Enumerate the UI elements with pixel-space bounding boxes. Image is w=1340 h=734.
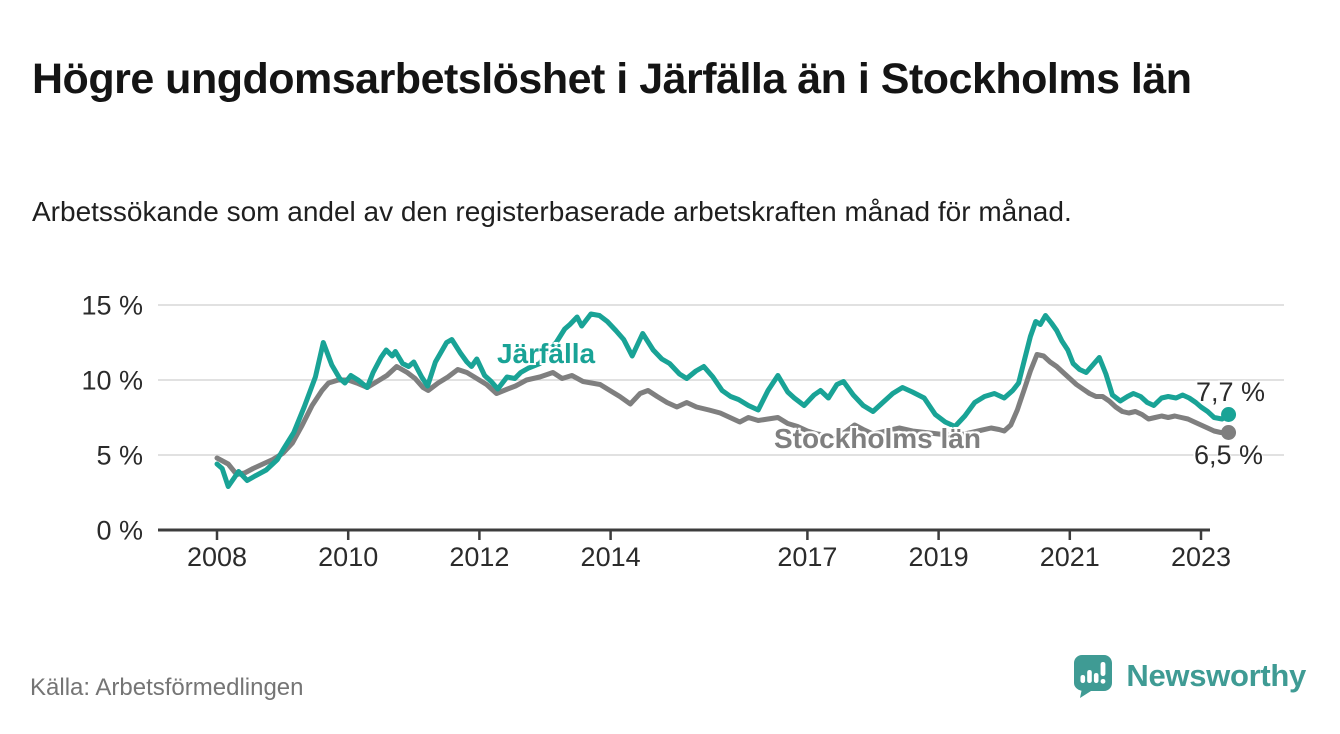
y-axis-tick-label: 0 % [96, 516, 143, 546]
newsworthy-logo: Newsworthy [1073, 655, 1306, 698]
page-title: Högre ungdomsarbetslöshet i Järfälla än … [32, 54, 1192, 103]
newsworthy-wordmark: Newsworthy [1126, 658, 1306, 693]
end-dot-j-rf-lla [1221, 407, 1237, 422]
end-dot-stockholms-l-n [1221, 425, 1237, 440]
line-stockholms-l-n [214, 352, 1232, 477]
x-axis-tick-label: 2014 [581, 542, 641, 572]
x-axis-tick-label: 2008 [187, 542, 247, 572]
line-j-rf-lla [214, 311, 1232, 489]
x-axis-tick-label: 2021 [1040, 542, 1100, 572]
y-axis-tick-label: 5 % [96, 441, 143, 471]
y-axis-tick-label: 10 % [81, 366, 143, 396]
end-value-label-jarfalla: 7,7 % [1196, 377, 1266, 407]
x-axis-tick-label: 2019 [909, 542, 969, 572]
x-axis-tick-label: 2010 [318, 542, 378, 572]
x-axis-tick-label: 2012 [449, 542, 509, 572]
end-value-label-stockholm: 6,5 % [1194, 440, 1264, 470]
y-axis-tick-label: 15 % [81, 291, 143, 321]
source-attribution: Källa: Arbetsförmedlingen [30, 674, 304, 701]
series-label-stockholm: Stockholms län [774, 423, 981, 454]
bar-chart-speech-bubble-icon [1074, 655, 1113, 698]
x-axis-tick-label: 2017 [777, 542, 837, 572]
chart-subtitle: Arbetssökande som andel av den registerb… [32, 196, 1072, 227]
x-axis-tick-label: 2023 [1171, 542, 1231, 572]
series-label-jarfalla: Järfälla [497, 338, 596, 369]
